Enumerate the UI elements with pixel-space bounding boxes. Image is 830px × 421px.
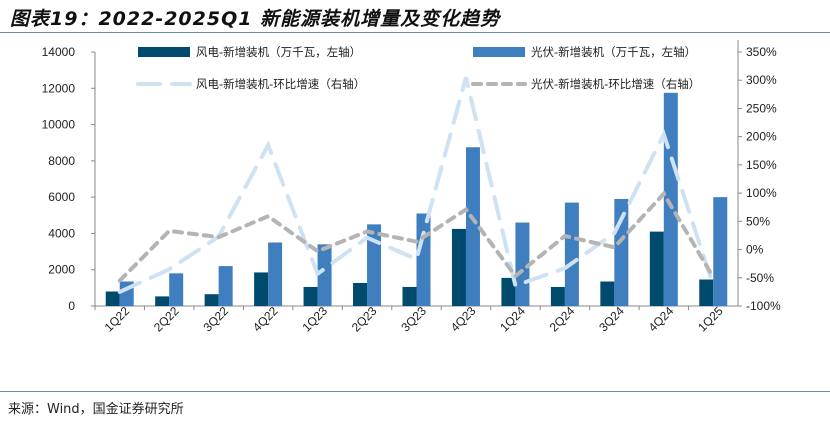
right-tick-label: 150% <box>746 158 777 172</box>
right-tick-label: -50% <box>746 271 774 285</box>
left-tick-label: 6000 <box>48 190 75 204</box>
legend-label: 风电-新增装机-环比增速（右轴） <box>196 77 365 91</box>
right-tick-label: 350% <box>746 45 777 59</box>
x-tick-label: 4Q24 <box>646 304 677 335</box>
divider-top <box>0 32 830 33</box>
bar-wind <box>105 291 120 306</box>
bar-wind <box>600 281 615 306</box>
right-tick-label: 100% <box>746 186 777 200</box>
bar-pv <box>367 224 382 306</box>
x-tick-label: 1Q25 <box>695 304 726 335</box>
bar-pv <box>515 222 530 306</box>
right-tick-label: -100% <box>746 299 781 313</box>
legend-swatch <box>138 47 190 57</box>
left-tick-label: 12000 <box>42 81 76 95</box>
bar-wind <box>303 286 318 306</box>
bar-pv <box>317 244 332 306</box>
x-tick-label: 1Q24 <box>497 304 528 335</box>
left-tick-label: 0 <box>68 299 75 313</box>
x-tick-label: 4Q23 <box>448 304 479 335</box>
right-tick-label: 50% <box>746 214 770 228</box>
bar-pv <box>268 242 283 306</box>
bar-pv <box>564 202 579 306</box>
bar-pv <box>465 147 480 306</box>
left-tick-label: 4000 <box>48 226 75 240</box>
bar-wind <box>501 277 516 306</box>
left-tick-label: 10000 <box>42 118 76 132</box>
legend-swatch <box>473 47 525 57</box>
x-tick-label: 1Q22 <box>102 304 133 335</box>
bar-wind <box>254 272 269 306</box>
bar-wind <box>451 228 466 306</box>
x-tick-label: 2Q23 <box>349 304 380 335</box>
left-tick-label: 8000 <box>48 154 75 168</box>
legend-label: 光伏-新增装机-环比增速（右轴） <box>531 77 700 91</box>
bar-pv <box>713 197 728 306</box>
bar-wind <box>550 286 565 306</box>
x-tick-label: 2Q24 <box>547 304 578 335</box>
legend-label: 光伏-新增装机（万千瓦，左轴） <box>531 45 696 59</box>
chart-title: 图表19：2022-2025Q1 新能源装机增量及变化趋势 <box>10 8 501 30</box>
bar-pv <box>416 213 431 306</box>
x-tick-label: 1Q23 <box>299 304 330 335</box>
bar-pv <box>218 266 233 306</box>
chart: 0 2000 4000 6000 8000 10000 12000 14000 -100% -50… <box>42 40 781 335</box>
x-tick-label: 3Q22 <box>200 304 231 335</box>
source-note: 来源：Wind，国金证券研究所 <box>8 402 184 417</box>
bar-pv <box>663 92 678 306</box>
legend-label: 风电-新增装机（万千瓦，左轴） <box>196 45 361 59</box>
bar-wind <box>649 231 664 306</box>
x-tick-label: 3Q24 <box>596 304 627 335</box>
divider-bottom <box>0 391 830 392</box>
bar-wind <box>699 279 714 306</box>
bar-wind <box>155 296 170 306</box>
line-pv-qoq <box>117 190 716 283</box>
bar-wind <box>402 286 417 306</box>
bar-wind <box>204 294 219 306</box>
bar-wind <box>353 282 368 306</box>
bar-pv <box>169 273 184 306</box>
left-tick-label: 14000 <box>42 45 76 59</box>
left-tick-label: 2000 <box>48 263 75 277</box>
right-tick-label: 200% <box>746 130 777 144</box>
right-tick-label: 250% <box>746 101 777 115</box>
x-tick-label: 3Q23 <box>398 304 429 335</box>
x-tick-label: 2Q22 <box>151 304 182 335</box>
right-tick-label: 300% <box>746 73 777 87</box>
x-tick-label: 4Q22 <box>250 304 281 335</box>
right-tick-label: 0% <box>746 243 764 257</box>
